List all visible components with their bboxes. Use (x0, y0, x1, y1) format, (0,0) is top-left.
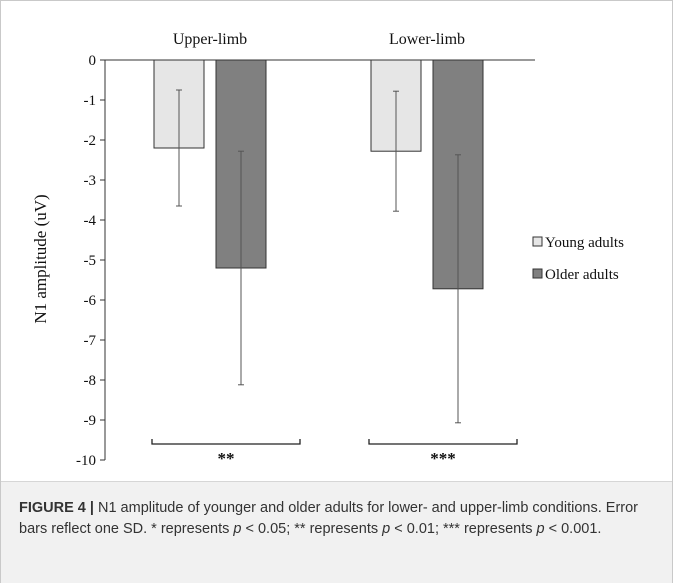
y-tick-label: -2 (84, 133, 97, 149)
bar-chart: 0 -1 -2 -3 -4 -5 -6 -7 -8 -9 -10 Upper-limb Lower-l… (31, 31, 624, 469)
y-tick-label: -4 (84, 213, 97, 229)
figure-caption: FIGURE 4 | N1 amplitude of younger and o… (19, 498, 659, 540)
y-tick-label: 0 (89, 53, 97, 69)
caption-text-1: < 0.05; ** represents (241, 521, 383, 537)
significance-bracket (151, 439, 301, 445)
caption-p3: p (536, 521, 545, 537)
caption-p2: p (382, 521, 391, 537)
legend: Young adults Older adults (532, 235, 624, 283)
significance-bracket (368, 439, 518, 445)
legend-swatch (532, 236, 543, 247)
caption-text-3: < 0.001. (544, 521, 602, 537)
caption-label: FIGURE 4 | (19, 500, 94, 516)
significance-brackets: ** *** (151, 439, 518, 468)
y-axis: 0 -1 -2 -3 -4 -5 -6 -7 -8 -9 -10 (76, 53, 535, 469)
category-label: Lower-limb (389, 31, 465, 48)
caption-box (1, 481, 672, 583)
y-axis-label: N1 amplitude (uV) (31, 194, 50, 323)
y-tick-label: -10 (76, 453, 96, 469)
y-tick-label: -5 (84, 253, 97, 269)
significance-label: ** (218, 449, 235, 468)
bars (153, 59, 484, 424)
y-tick-label: -1 (84, 93, 97, 109)
legend-label: Young adults (545, 235, 624, 251)
significance-label: *** (430, 449, 456, 468)
caption-text-main: N1 amplitude of younger and older adults… (19, 500, 639, 537)
caption-p1: p (233, 521, 242, 537)
y-tick-label: -3 (84, 173, 97, 189)
category-labels: Upper-limb Lower-limb (173, 31, 465, 48)
y-tick-label: -6 (84, 293, 97, 309)
y-tick-label: -7 (84, 333, 97, 349)
y-tick-label: -8 (84, 373, 97, 389)
caption-text-2: < 0.01; *** represents (390, 521, 537, 537)
legend-swatch (532, 268, 543, 279)
legend-label: Older adults (545, 267, 619, 283)
category-label: Upper-limb (173, 31, 247, 48)
y-tick-label: -9 (84, 413, 97, 429)
